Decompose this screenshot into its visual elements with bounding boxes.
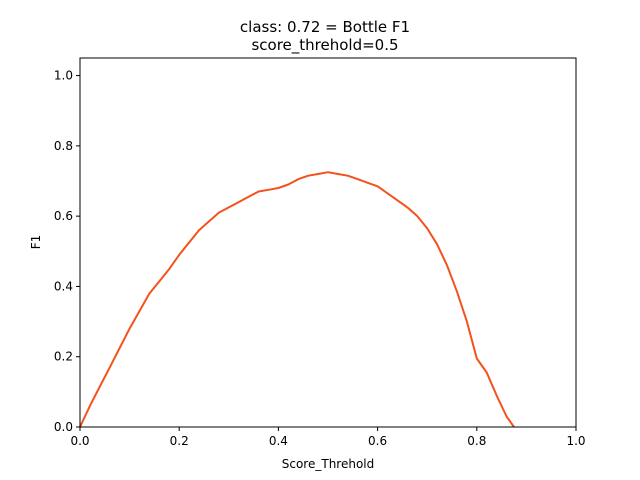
y-tick-label: 0.4 (54, 279, 73, 293)
axes-frame (79, 57, 577, 428)
x-tick-label: 0.4 (269, 434, 288, 448)
chart-title: class: 0.72 = Bottle F1 (240, 18, 410, 36)
y-axis: 0.0 0.2 0.4 0.6 0.8 1.0 (54, 69, 80, 434)
x-tick-label: 0.6 (368, 434, 387, 448)
y-tick-label: 1.0 (54, 69, 73, 83)
y-axis-label: F1 (29, 235, 43, 250)
x-axis: 0.0 0.2 0.4 0.6 0.8 1.0 (70, 427, 586, 448)
x-tick-label: 0.0 (70, 434, 89, 448)
x-axis-label: Score_Threhold (282, 457, 375, 471)
f1-series-line (79, 171, 515, 428)
x-tick-label: 0.8 (467, 434, 486, 448)
plot-area (79, 171, 515, 428)
y-tick-label: 0.6 (54, 209, 73, 223)
x-tick-label: 1.0 (566, 434, 585, 448)
x-tick-label: 0.2 (170, 434, 189, 448)
chart-subtitle: score_threhold=0.5 (251, 36, 398, 55)
y-tick-label: 0.2 (54, 350, 73, 364)
y-tick-label: 0.8 (54, 139, 73, 153)
y-tick-label: 0.0 (54, 420, 73, 434)
